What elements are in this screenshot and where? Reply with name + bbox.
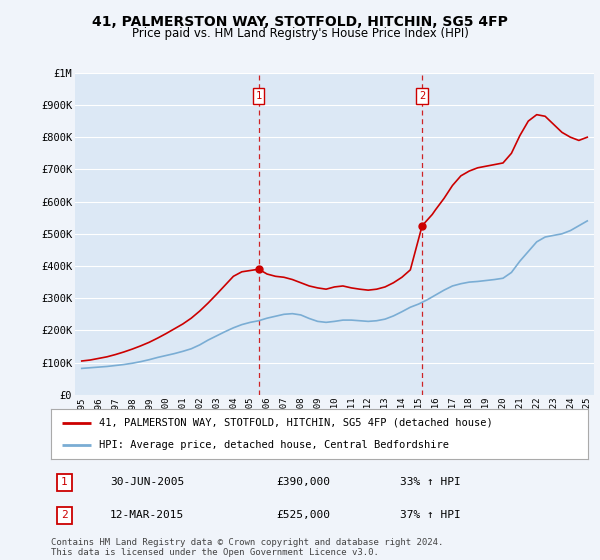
Text: 1: 1 — [61, 478, 68, 487]
Text: Contains HM Land Registry data © Crown copyright and database right 2024.
This d: Contains HM Land Registry data © Crown c… — [51, 538, 443, 557]
Text: Price paid vs. HM Land Registry's House Price Index (HPI): Price paid vs. HM Land Registry's House … — [131, 27, 469, 40]
Text: HPI: Average price, detached house, Central Bedfordshire: HPI: Average price, detached house, Cent… — [100, 440, 449, 450]
Text: 2: 2 — [419, 91, 425, 101]
Text: £525,000: £525,000 — [277, 511, 331, 520]
Text: £390,000: £390,000 — [277, 478, 331, 487]
Text: 37% ↑ HPI: 37% ↑ HPI — [400, 511, 461, 520]
Text: 41, PALMERSTON WAY, STOTFOLD, HITCHIN, SG5 4FP (detached house): 41, PALMERSTON WAY, STOTFOLD, HITCHIN, S… — [100, 418, 493, 428]
Text: 30-JUN-2005: 30-JUN-2005 — [110, 478, 184, 487]
Text: 12-MAR-2015: 12-MAR-2015 — [110, 511, 184, 520]
Text: 2: 2 — [61, 511, 68, 520]
Text: 33% ↑ HPI: 33% ↑ HPI — [400, 478, 461, 487]
Text: 1: 1 — [256, 91, 262, 101]
Text: 41, PALMERSTON WAY, STOTFOLD, HITCHIN, SG5 4FP: 41, PALMERSTON WAY, STOTFOLD, HITCHIN, S… — [92, 15, 508, 29]
